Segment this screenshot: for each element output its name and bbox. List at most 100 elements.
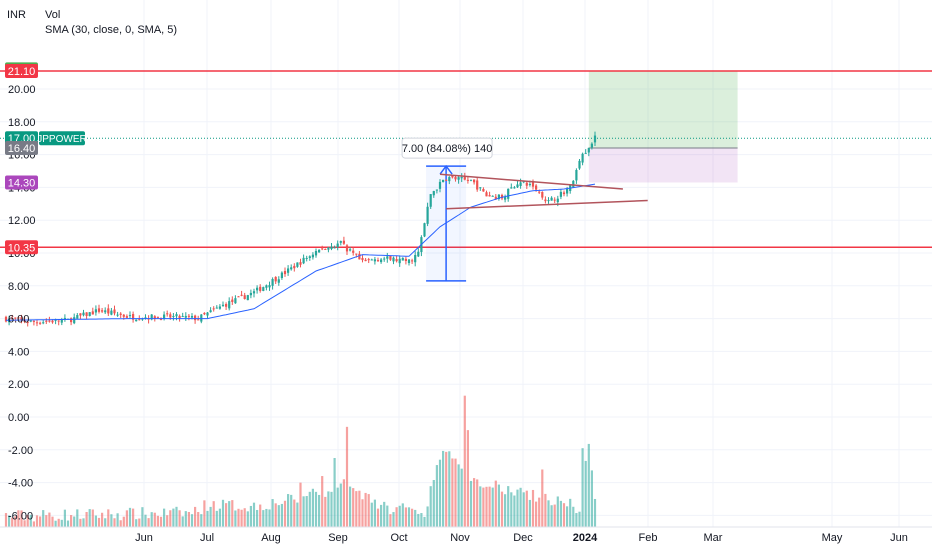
candle-body: [194, 315, 197, 321]
y-tick-label: 6.00: [8, 314, 29, 326]
target-zone[interactable]: [588, 70, 738, 149]
volume-bar: [122, 516, 125, 527]
candle-body: [473, 179, 476, 183]
volume-bar: [252, 502, 256, 527]
candle-body: [466, 179, 469, 181]
candle-body: [107, 308, 110, 314]
measure-tool[interactable]: 7.00 (84.08%) 140: [401, 137, 493, 282]
candle-body: [97, 308, 101, 312]
candle-body: [324, 248, 327, 250]
volume-bar: [70, 515, 73, 527]
volume-bar: [519, 487, 522, 527]
candle-body: [342, 240, 345, 244]
candle-body: [504, 197, 507, 200]
volume-bar: [296, 502, 299, 527]
candle-body: [516, 184, 519, 188]
candle-body: [240, 294, 243, 296]
candle-body: [212, 308, 215, 310]
volume-bar: [367, 494, 370, 527]
candle-body: [491, 195, 494, 197]
volume-bar: [383, 501, 386, 527]
volume-bar: [463, 395, 466, 527]
volume-bar: [104, 518, 107, 527]
volume-bar: [541, 469, 544, 527]
candle-body: [23, 320, 26, 322]
volume-bar: [327, 491, 330, 527]
candle-body: [184, 315, 187, 318]
volume-bar: [324, 496, 327, 527]
candle-body: [513, 187, 516, 189]
measure-label-box: [401, 137, 493, 159]
volume-bar: [113, 518, 116, 527]
candle-body: [445, 179, 448, 181]
volume-bar: [26, 514, 29, 527]
volume-bar: [290, 494, 293, 527]
candle-body: [389, 255, 392, 260]
trendlines[interactable]: [439, 173, 648, 210]
stop-zone[interactable]: [588, 148, 738, 183]
candle-body: [454, 176, 457, 180]
volume-bar: [231, 500, 234, 527]
volume-bar: [349, 486, 352, 527]
lower-trendline[interactable]: [446, 199, 648, 210]
candle-body: [187, 315, 190, 317]
candle-body: [246, 295, 249, 301]
candle-body: [141, 318, 144, 320]
candle-body: [91, 311, 94, 315]
volume-bar: [101, 512, 104, 527]
candle-body: [265, 285, 268, 288]
candle-body: [60, 319, 63, 323]
volume-bar: [60, 519, 63, 527]
candle-body: [432, 191, 435, 196]
volume-bar: [556, 496, 559, 527]
volume-bar: [197, 512, 200, 527]
volume-bar: [190, 514, 194, 527]
candle-body: [82, 312, 85, 316]
volume-bar: [497, 484, 500, 527]
candle-body: [231, 299, 234, 302]
candle-body: [190, 315, 194, 318]
volume-bar: [82, 518, 85, 527]
volume-bar: [178, 510, 181, 527]
volume-bar: [525, 490, 528, 527]
candle-body: [435, 189, 438, 191]
volume-bar: [451, 458, 454, 527]
candle-body: [178, 315, 181, 319]
time-axis[interactable]: Jun Jul Aug Sep Oct Nov Dec 2024 Feb Mar May Jun: [0, 526, 932, 544]
volume-bar: [457, 464, 460, 527]
candle-body: [119, 313, 122, 315]
volume-bar: [448, 451, 451, 527]
volume-bar: [510, 492, 513, 527]
volume-bar: [426, 506, 429, 527]
candle-body: [85, 312, 88, 317]
x-tick-label: Dec: [513, 532, 533, 544]
price-badge: [5, 63, 38, 78]
sma-legend[interactable]: SMA (30, close, 0, SMA, 5): [45, 24, 178, 36]
volume-bar: [256, 509, 259, 527]
x-tick-label: Aug: [261, 532, 281, 544]
candle-body: [370, 259, 373, 261]
candle-body: [45, 320, 48, 322]
candle-body: [321, 248, 324, 250]
candle-body: [228, 301, 231, 309]
candle-body: [277, 279, 280, 283]
volume-bar: [85, 512, 88, 527]
volume-bar: [364, 492, 367, 527]
volume-bar: [513, 495, 516, 527]
position-zones[interactable]: [588, 70, 738, 183]
candle-body: [290, 267, 293, 270]
volume-bar: [538, 497, 541, 527]
volume-bar: [187, 511, 190, 527]
volume-bar: [79, 518, 82, 527]
volume-legend[interactable]: Vol: [45, 9, 61, 21]
candle-body: [181, 316, 184, 318]
volume-bar: [414, 509, 417, 527]
volume-bar: [48, 512, 51, 527]
candle-body: [562, 192, 566, 195]
volume-bar: [11, 517, 14, 527]
x-tick-label: Oct: [390, 532, 407, 544]
upper-trendline[interactable]: [439, 173, 623, 190]
volume-bar: [380, 504, 383, 527]
volume-bar: [287, 494, 290, 527]
